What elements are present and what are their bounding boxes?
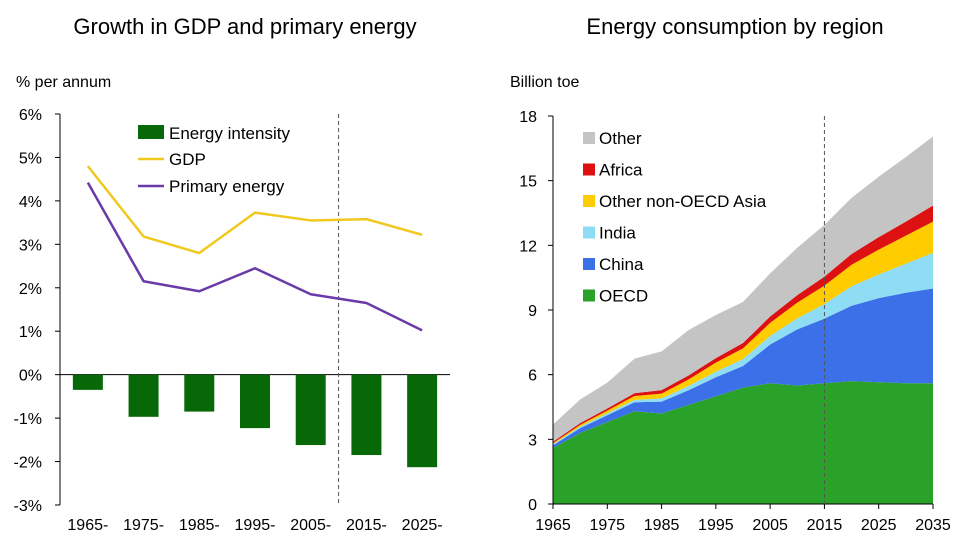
left-x-tick-label: 1975- [123, 517, 164, 534]
left-chart: 6% 5% 4% 3% 2% 1% 0% -1% -2% -3% 1965- 1975- 1985- 19… [14, 107, 450, 534]
left-y-tick-label: 1% [19, 324, 42, 341]
right-y-tick-label: 3 [528, 432, 537, 449]
right-chart: 18 15 12 9 6 3 0 1965 1975 1985 1995 2005 2015 2025 20… [519, 109, 951, 534]
left-y-tick-label: 4% [19, 194, 42, 211]
right-x-tick-label: 1965 [535, 517, 571, 534]
right-y-tick-label: 15 [519, 174, 537, 191]
legend-swatch-india [583, 226, 595, 239]
legend-label: GDP [169, 150, 206, 169]
left-chart-ylabel: % per annum [16, 74, 111, 91]
energy-intensity-bar [295, 374, 326, 446]
right-x-tick-label: 2005 [752, 517, 788, 534]
legend-swatch-china [583, 258, 595, 270]
left-x-tick-label: 2025- [402, 517, 443, 534]
left-y-tick-label: -1% [14, 411, 42, 428]
legend-label: Other [599, 129, 642, 148]
legend-swatch-energy-intensity [138, 125, 164, 139]
right-x-tick-label: 1975 [589, 517, 625, 534]
left-x-tick-label: 1995- [235, 517, 276, 534]
other-area [553, 136, 933, 442]
left-y-tick-label: 3% [19, 237, 42, 254]
left-y-tick-label: -2% [14, 455, 42, 472]
gdp-line [86, 165, 423, 255]
legend-swatch-oecd [583, 289, 595, 302]
left-y-tick-label: 6% [19, 107, 42, 124]
legend-label: Africa [599, 161, 643, 180]
energy-intensity-bar [351, 374, 382, 456]
right-y-tick-label: 6 [528, 368, 537, 385]
left-y-tick-label: 2% [19, 281, 42, 298]
right-x-tick-label: 1985 [644, 517, 680, 534]
right-y-tick-label: 18 [519, 109, 537, 126]
china-area [553, 288, 933, 448]
legend-label: India [599, 224, 636, 243]
legend-swatch-other-non-oecd-asia [583, 195, 595, 207]
left-x-tick-label: 2005- [290, 517, 331, 534]
right-x-tick-label: 2015 [807, 517, 843, 534]
right-y-tick-label: 12 [519, 238, 537, 255]
energy-intensity-bar [128, 374, 159, 417]
legend-swatch-africa [583, 163, 595, 176]
energy-intensity-bar [72, 374, 103, 390]
energy-intensity-bar [184, 374, 215, 412]
right-y-tick-label: 9 [528, 303, 537, 320]
left-x-tick-label: 1985- [179, 517, 220, 534]
right-x-tick-label: 1995 [698, 517, 734, 534]
legend-label: Primary energy [169, 177, 285, 196]
energy-intensity-bar [240, 374, 270, 429]
left-chart-title: Growth in GDP and primary energy [73, 14, 416, 39]
right-chart-title: Energy consumption by region [586, 14, 883, 39]
legend-swatch-other [583, 132, 595, 144]
right-chart-ylabel: Billion toe [510, 74, 579, 91]
india-area [553, 252, 933, 446]
right-x-tick-label: 2025 [861, 517, 897, 534]
legend-label: OECD [599, 287, 648, 306]
right-y-tick-label: 0 [528, 497, 537, 514]
legend-label: Other non-OECD Asia [599, 192, 767, 211]
left-y-tick-label: -3% [14, 498, 42, 515]
energy-intensity-bar [407, 374, 438, 468]
legend-label: China [599, 255, 644, 274]
right-x-tick-label: 2035 [915, 517, 951, 534]
oecd-area [553, 381, 933, 504]
left-x-tick-label: 1965- [67, 517, 108, 534]
left-x-tick-label: 2015- [346, 517, 387, 534]
primary-energy-line [86, 182, 423, 332]
other-non-oecd-asia-area [553, 221, 933, 445]
legend-label: Energy intensity [169, 124, 290, 143]
left-y-tick-label: 0% [19, 368, 42, 385]
africa-area [553, 205, 933, 444]
left-y-tick-label: 5% [19, 150, 42, 167]
